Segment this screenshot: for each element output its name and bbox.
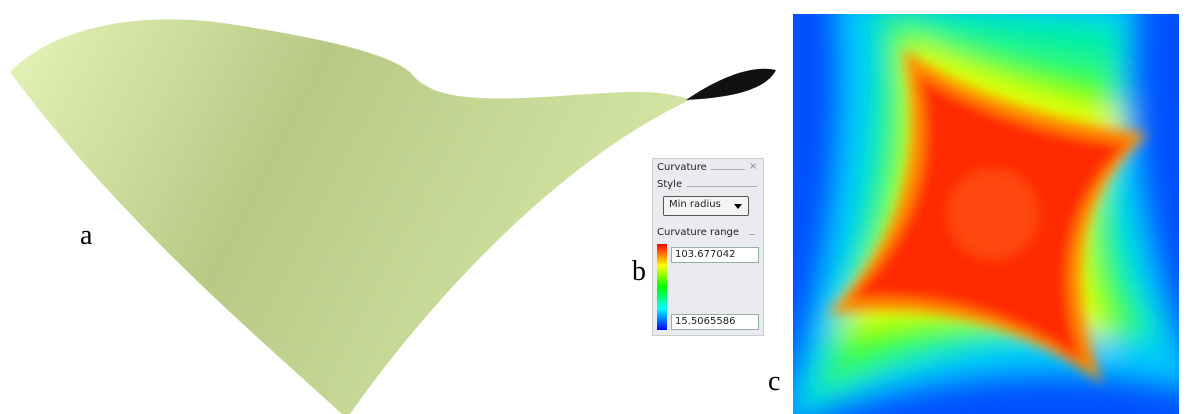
style-label: Style [657,179,682,190]
range-max-text: 103.677042 [675,249,735,260]
close-button[interactable]: × [749,161,757,172]
label-a: a [80,220,92,252]
figure: a b c Curvature × Style Min radius Curva… [0,0,1192,414]
dropdown-value: Min radius [669,199,721,210]
range-max[interactable]: 103.677042 [671,247,759,263]
surface [10,19,690,414]
range-min[interactable]: 15.5065586 [671,314,759,330]
curvature-map [793,14,1179,414]
label-c: c [768,366,780,398]
color-bar [657,244,667,330]
label-b: b [632,256,646,288]
surface-back [686,69,776,100]
curvature-panel: Curvature × Style Min radius Curvature r… [652,158,764,336]
range-label: Curvature range [657,227,739,238]
panel-title: Curvature [657,162,707,173]
range-min-text: 15.5065586 [675,316,735,327]
style-dropdown[interactable]: Min radius [663,196,749,216]
